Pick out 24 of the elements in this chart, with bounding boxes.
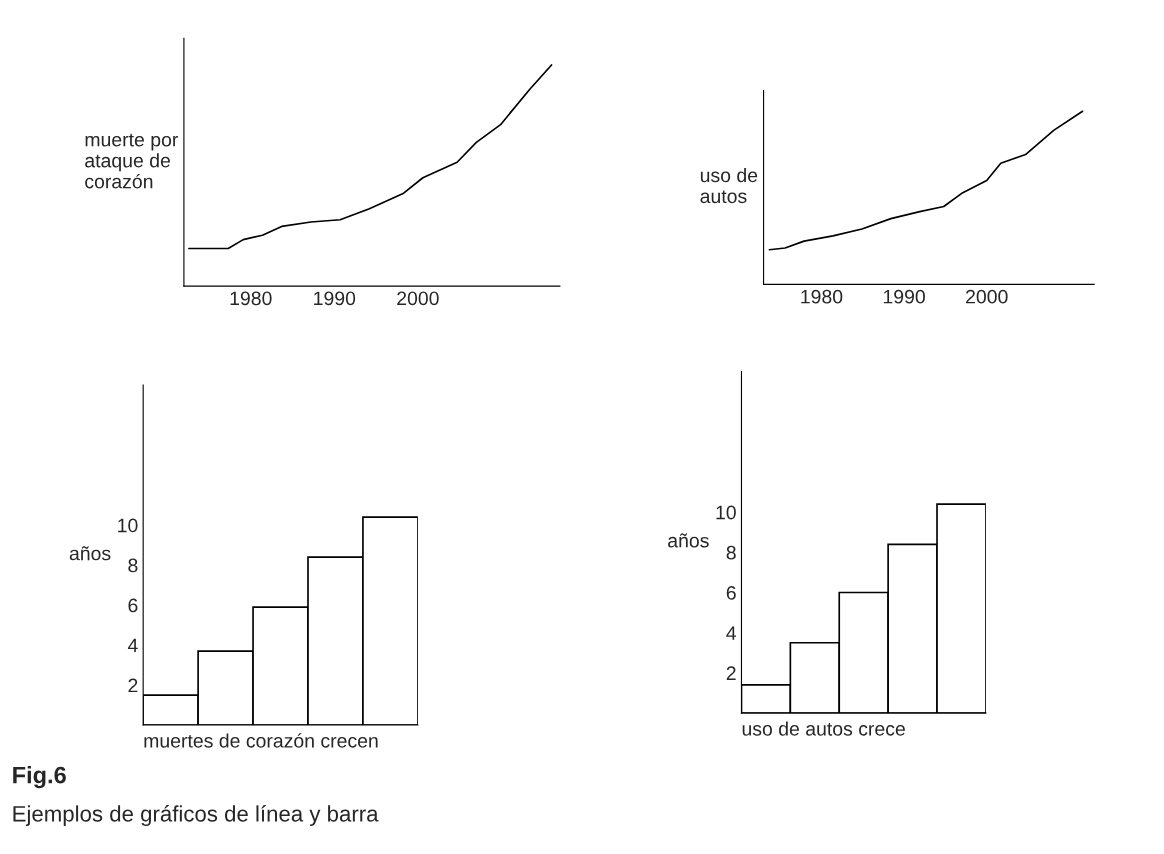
y-axis-title: años <box>668 533 709 548</box>
x-tick-label: 1980 <box>801 289 843 304</box>
y-tick-label: 4 <box>127 638 138 653</box>
x-tick-label: 1980 <box>230 291 272 306</box>
y-tick-label: 10 <box>118 518 138 533</box>
y-tick-label: 6 <box>128 598 138 613</box>
y-tick-label: 8 <box>128 558 138 573</box>
y-tick-label: 2 <box>726 666 736 680</box>
caption: Fig.6 <box>13 766 66 789</box>
x-axis-title: muertes de corazón crecen <box>144 733 378 748</box>
y-axis-title: muerte por ataque de corazón <box>85 133 179 189</box>
y-axis-title: años <box>69 546 111 561</box>
y-tick-label: 6 <box>726 585 736 600</box>
x-axis-title: uso de autos crece <box>742 721 905 736</box>
y-axis-title: uso de autos <box>700 167 758 204</box>
y-tick-label: 2 <box>128 678 138 693</box>
y-tick-label: 10 <box>716 505 736 520</box>
x-tick-label: 1990 <box>883 289 925 304</box>
y-tick-label: 4 <box>726 626 737 640</box>
x-tick-label: 1990 <box>314 291 356 306</box>
x-tick-label: 2000 <box>966 289 1008 304</box>
y-tick-label: 8 <box>726 545 736 560</box>
text: Ejemplos de gráficos de línea y barra <box>13 805 379 827</box>
x-tick-label: 2000 <box>397 291 439 306</box>
